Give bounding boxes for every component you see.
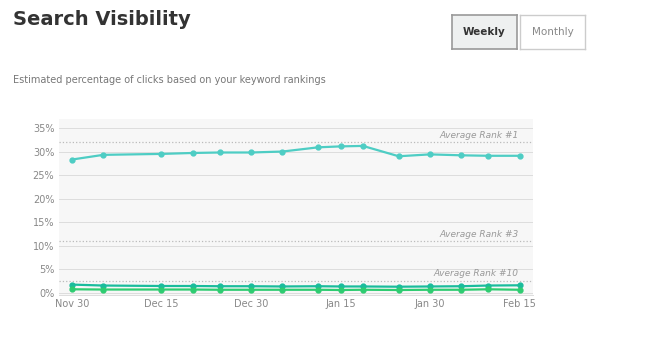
Text: Average Rank #3: Average Rank #3 [439,230,519,239]
Text: Estimated percentage of clicks based on your keyword rankings: Estimated percentage of clicks based on … [13,75,326,84]
Text: Monthly: Monthly [532,27,573,37]
Text: Search Visibility: Search Visibility [13,10,190,29]
Text: Average Rank #10: Average Rank #10 [434,270,519,278]
Text: Average Rank #1: Average Rank #1 [439,131,519,140]
Text: Weekly: Weekly [463,27,506,37]
